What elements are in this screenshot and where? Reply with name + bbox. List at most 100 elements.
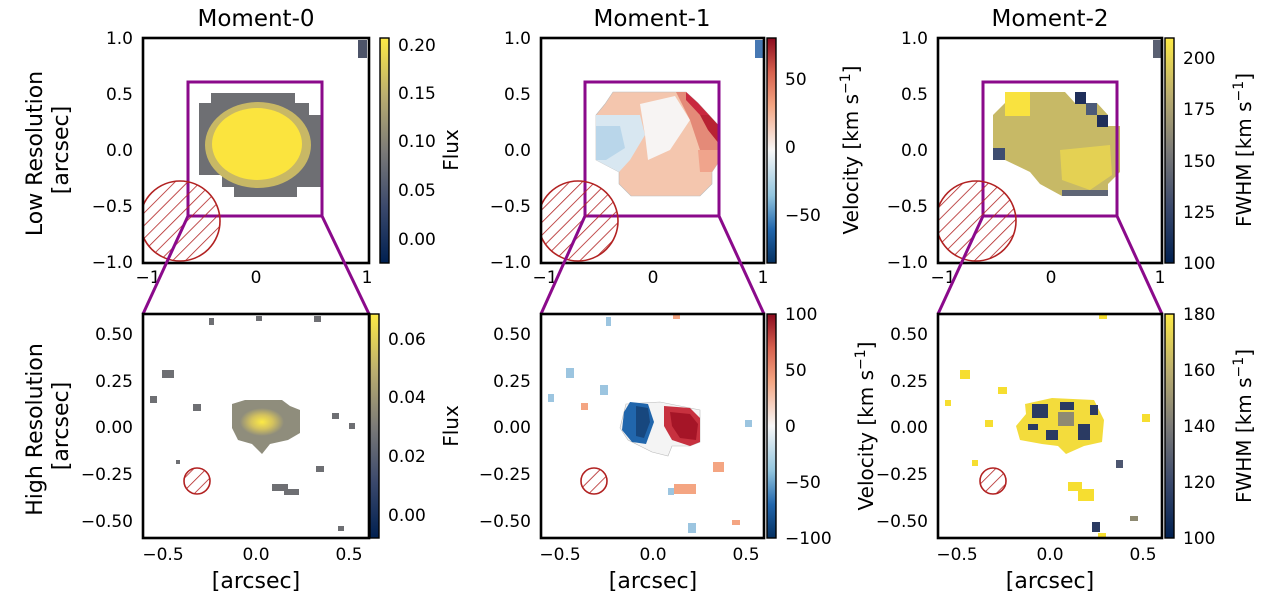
colorbar-label: Flux — [439, 129, 463, 171]
x-tick: 0 — [251, 268, 262, 288]
flux-map — [150, 316, 355, 531]
y-axis-label-line2: [arcsec] — [49, 382, 74, 470]
colorbar-ticks: 0.06 0.04 0.02 0.00 — [388, 330, 426, 526]
panel-title: Moment-1 — [594, 6, 711, 32]
panel-low-moment2: Moment-2 −1 0 1 1.0 0.5 0.0 −0.5 −1.0 — [887, 6, 1256, 288]
y-tick: 0.5 — [901, 85, 928, 105]
colorbar — [1164, 37, 1175, 264]
colorbar-label: Flux — [439, 405, 463, 447]
cb-tick: 0.00 — [388, 506, 426, 526]
x-tick: 0.5 — [732, 545, 759, 565]
colorbar-ticks: 200 175 150 125 100 — [1183, 49, 1215, 274]
y-axis-label-line1: Low Resolution — [23, 71, 48, 236]
colorbar — [766, 313, 777, 539]
y-tick: 1.0 — [106, 29, 133, 49]
colorbar-label: FWHM [km s−1] — [1231, 73, 1256, 227]
panel-title: Moment-0 — [198, 6, 315, 32]
y-tick: 0.5 — [106, 85, 133, 105]
cb-tick: −50 — [785, 473, 821, 493]
panel-low-moment1: Moment-1 −1 0 1 1.0 0.5 0.0 −0.5 −1.0 — [490, 6, 863, 288]
cb-tick: 200 — [1183, 49, 1215, 69]
y-tick: −0.25 — [81, 465, 133, 485]
panel-title: Moment-2 — [992, 6, 1109, 32]
x-ticks: −1 0 1 — [532, 268, 768, 288]
cb-tick: 0.10 — [398, 132, 436, 152]
x-tick: 0.0 — [242, 545, 269, 565]
x-ticks: −0.5 0.0 0.5 — [539, 545, 759, 565]
x-tick: 0.0 — [639, 545, 666, 565]
cb-tick: 0 — [785, 417, 796, 437]
y-tick: 0.00 — [95, 418, 133, 438]
y-ticks: 0.50 0.25 0.00 −0.25 −0.50 — [81, 325, 133, 532]
colorbar-ticks: 50 0 −50 — [785, 70, 821, 226]
y-tick: 0.0 — [901, 141, 928, 161]
y-axis-label: High Resolution [arcsec] — [23, 336, 74, 516]
cb-tick: 0 — [785, 138, 796, 158]
y-tick: −0.50 — [81, 512, 133, 532]
x-tick: 0 — [1046, 268, 1057, 288]
beam-ellipse — [979, 467, 1007, 495]
cb-tick: 0.00 — [398, 230, 436, 250]
panel-high-moment1: −0.5 0.0 0.5 0.50 0.25 0.00 −0.25 −0.50 … — [479, 305, 878, 594]
x-ticks: −0.5 0.0 0.5 — [936, 545, 1156, 565]
fwhm-map — [993, 40, 1161, 196]
cb-tick: 0.06 — [388, 330, 426, 350]
colorbar — [766, 37, 777, 264]
x-tick: 1 — [362, 268, 373, 288]
x-axis-label: [arcsec] — [609, 569, 697, 594]
y-tick: 1.0 — [504, 29, 531, 49]
colorbar — [379, 37, 390, 264]
cb-tick: 140 — [1183, 417, 1215, 437]
cb-tick: 100 — [785, 305, 817, 325]
beam-ellipse — [541, 180, 619, 262]
y-tick: 0.00 — [493, 418, 531, 438]
cb-tick: −100 — [785, 529, 832, 549]
cb-tick: 150 — [1183, 152, 1215, 172]
y-tick: 0.5 — [504, 85, 531, 105]
panel-high-moment2: −0.5 0.0 0.5 0.50 0.25 0.00 −0.25 −0.50 … — [876, 305, 1256, 594]
x-tick: −0.5 — [539, 545, 580, 565]
y-tick: −0.25 — [479, 465, 531, 485]
x-tick: 1 — [758, 268, 769, 288]
x-tick: 0.5 — [335, 545, 362, 565]
x-tick: −0.5 — [142, 545, 183, 565]
y-tick: −1.0 — [92, 253, 133, 273]
x-axis-label: [arcsec] — [212, 569, 300, 594]
y-tick: 0.00 — [890, 418, 928, 438]
x-tick: −1 — [532, 268, 557, 288]
cb-tick: 0.15 — [398, 84, 436, 104]
velocity-map — [595, 40, 763, 197]
x-tick: 0.0 — [1036, 545, 1063, 565]
panel-low-moment0: Moment-0 −1 0 1 1.0 0.5 0.0 −0.5 — [23, 6, 463, 288]
beam-ellipse — [938, 180, 1017, 262]
x-ticks: −0.5 0.0 0.5 — [142, 545, 362, 565]
y-tick: 0.50 — [95, 325, 133, 345]
y-axis-label-line1: High Resolution — [23, 343, 48, 516]
y-ticks: 1.0 0.5 0.0 −0.5 −1.0 — [490, 29, 531, 273]
y-tick: −0.5 — [92, 197, 133, 217]
beam-ellipse — [183, 467, 211, 495]
y-ticks: 0.50 0.25 0.00 −0.25 −0.50 — [479, 325, 531, 532]
y-ticks: 0.50 0.25 0.00 −0.25 −0.50 — [876, 325, 928, 532]
colorbar — [369, 313, 380, 539]
y-tick: 0.25 — [95, 372, 133, 392]
cb-tick: 0.20 — [398, 36, 436, 56]
beam-ellipse — [143, 180, 221, 262]
cb-tick: 50 — [785, 361, 807, 381]
cb-tick: 50 — [785, 70, 807, 90]
fwhm-map — [945, 314, 1150, 538]
y-tick: 0.0 — [106, 141, 133, 161]
x-ticks: −1 0 1 — [135, 268, 372, 288]
cb-tick: 100 — [1183, 254, 1215, 274]
y-ticks: 1.0 0.5 0.0 −0.5 −1.0 — [92, 29, 133, 273]
y-tick: 0.0 — [504, 141, 531, 161]
cb-tick: 160 — [1183, 361, 1215, 381]
colorbar-ticks: 100 50 0 −50 −100 — [785, 305, 832, 549]
y-tick: −0.25 — [876, 465, 928, 485]
zoom-connectors — [141, 215, 1164, 315]
cb-tick: 180 — [1183, 305, 1215, 325]
panel-high-moment0: −0.5 0.0 0.5 0.50 0.25 0.00 −0.25 −0.50 … — [23, 312, 463, 594]
zoom-box — [186, 80, 324, 218]
y-ticks: 1.0 0.5 0.0 −0.5 −1.0 — [887, 29, 928, 273]
beam-ellipse — [580, 467, 608, 495]
